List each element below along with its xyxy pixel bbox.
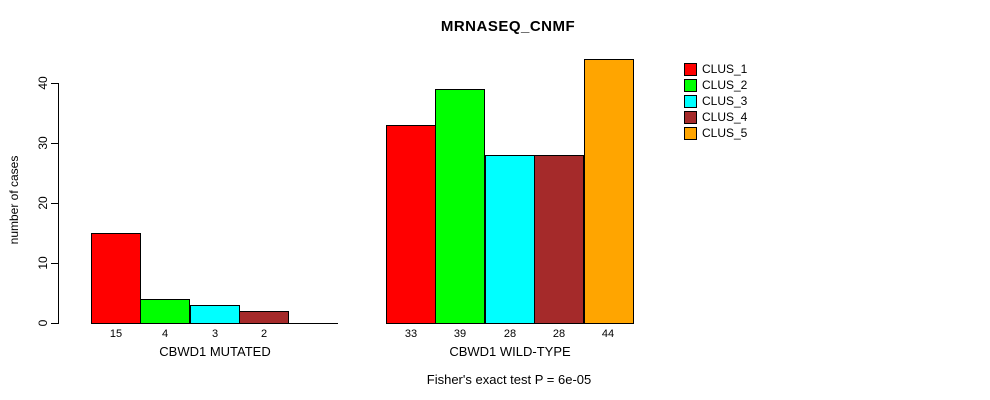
- legend-swatch: [684, 127, 697, 140]
- bar-clus_3-group-1: [190, 305, 240, 324]
- y-tick-label: 40: [36, 76, 50, 90]
- y-tick-label: 20: [36, 196, 50, 210]
- legend: CLUS_1 CLUS_2 CLUS_3 CLUS_4 CLUS_5: [684, 63, 747, 140]
- legend-item-clus_1: CLUS_1: [684, 63, 747, 76]
- bar-value-label: 28: [503, 328, 517, 340]
- y-tick: [51, 263, 58, 264]
- bar-clus_4-group-2: [534, 155, 584, 324]
- bar-value-label: 4: [161, 328, 169, 340]
- y-tick-label: 30: [36, 136, 50, 150]
- legend-item-clus_5: CLUS_5: [684, 127, 747, 140]
- bar-clus_2-group-2: [435, 89, 485, 324]
- legend-item-clus_2: CLUS_2: [684, 79, 747, 92]
- bar-clus_3-group-2: [485, 155, 535, 324]
- legend-label: CLUS_3: [702, 94, 748, 108]
- bar-value-label: 3: [211, 328, 219, 340]
- bar-value-label: 28: [552, 328, 566, 340]
- y-tick: [51, 143, 58, 144]
- x-category-label: CBWD1 MUTATED: [159, 344, 271, 359]
- y-axis-line: [58, 83, 59, 324]
- legend-item-clus_4: CLUS_4: [684, 111, 747, 124]
- y-tick: [51, 203, 58, 204]
- y-axis-title: number of cases: [7, 155, 21, 245]
- legend-label: CLUS_1: [702, 62, 748, 76]
- x-category-label: CBWD1 WILD-TYPE: [449, 344, 571, 359]
- legend-swatch: [684, 63, 697, 76]
- bar-clus_5-group-2: [584, 59, 634, 324]
- y-tick: [51, 323, 58, 324]
- bar-value-label: 15: [109, 328, 123, 340]
- chart-title: MRNASEQ_CNMF: [440, 18, 576, 35]
- bar-value-label: 33: [404, 328, 418, 340]
- legend-label: CLUS_5: [702, 126, 748, 140]
- y-tick: [51, 83, 58, 84]
- pvalue-annotation: Fisher's exact test P = 6e-05: [426, 372, 592, 387]
- legend-swatch: [684, 79, 697, 92]
- bar-value-label: 39: [453, 328, 467, 340]
- legend-label: CLUS_4: [702, 110, 748, 124]
- bar-value-label: 2: [260, 328, 268, 340]
- legend-item-clus_3: CLUS_3: [684, 95, 747, 108]
- bar-clus_2-group-1: [140, 299, 190, 324]
- bar-value-label: 44: [601, 328, 615, 340]
- bar-clus_1-group-2: [386, 125, 436, 324]
- legend-swatch: [684, 95, 697, 108]
- bar-clus_4-group-1: [239, 311, 289, 324]
- legend-label: CLUS_2: [702, 78, 748, 92]
- y-tick-label: 0: [36, 319, 50, 327]
- bar-clus_1-group-1: [91, 233, 141, 324]
- y-tick-label: 10: [36, 256, 50, 270]
- legend-swatch: [684, 111, 697, 124]
